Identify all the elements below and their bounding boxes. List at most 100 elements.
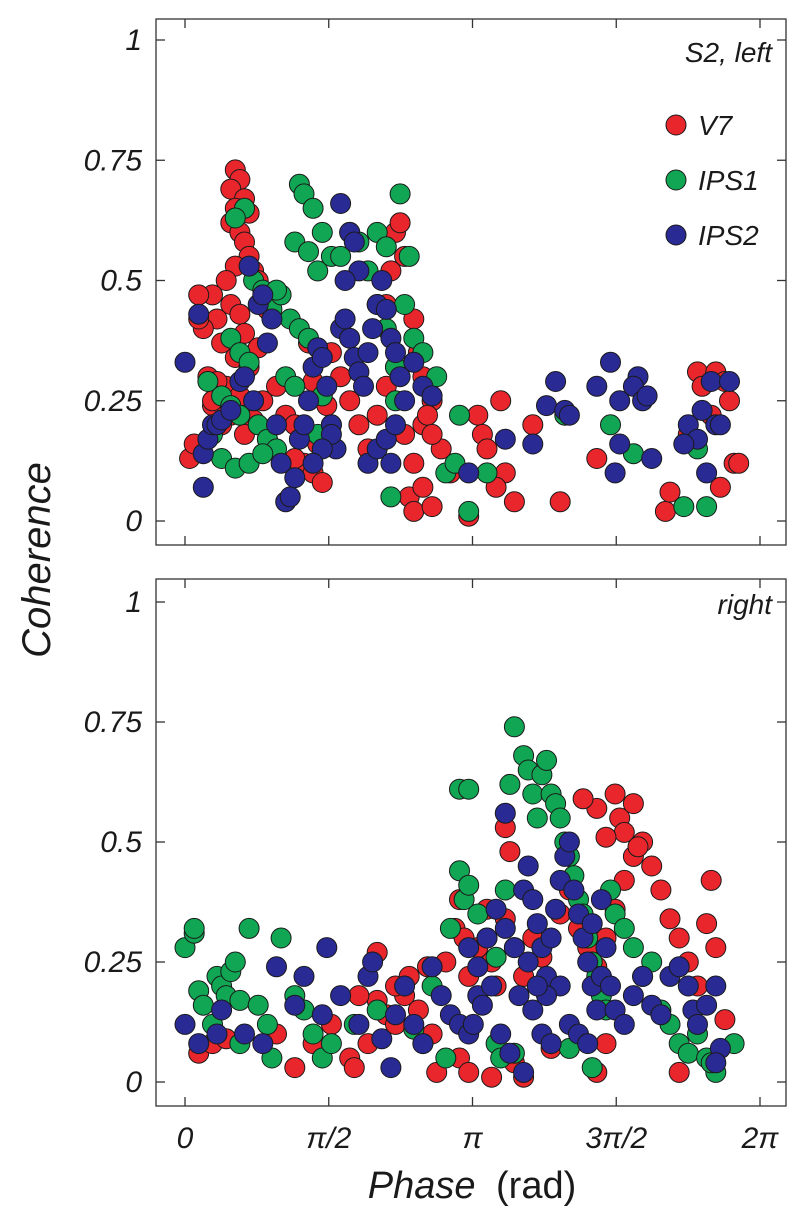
point-ips2	[526, 913, 548, 935]
point-ips2	[311, 347, 333, 368]
point-ips2	[545, 898, 567, 920]
point-v7	[348, 414, 370, 436]
point-ips2	[188, 1033, 210, 1055]
point-ips1	[435, 1047, 457, 1069]
point-ips1	[375, 236, 397, 258]
point-ips2	[668, 956, 690, 978]
panel-points-left	[174, 159, 750, 527]
point-ips2	[613, 1013, 635, 1035]
point-ips2	[430, 985, 452, 1007]
point-v7	[389, 212, 411, 234]
point-ips1	[485, 946, 507, 968]
point-v7	[284, 1057, 306, 1079]
point-ips1	[458, 778, 480, 800]
point-ips2	[696, 994, 718, 1016]
point-v7	[490, 390, 512, 412]
point-ips2	[673, 433, 695, 455]
point-ips1	[389, 183, 411, 205]
point-ips2	[279, 486, 301, 508]
y-tick-label: 1	[125, 586, 142, 619]
point-ips1	[252, 443, 274, 465]
point-ips2	[174, 1013, 196, 1035]
point-ips1	[503, 716, 525, 738]
point-ips2	[485, 898, 507, 920]
point-ips2	[362, 951, 384, 973]
point-ips2	[458, 937, 480, 959]
point-ips2	[330, 193, 352, 214]
point-ips2	[220, 399, 242, 421]
point-v7	[659, 481, 681, 503]
x-tick-label: 3π/2	[585, 1122, 647, 1155]
point-v7	[458, 1061, 480, 1083]
point-ips2	[595, 937, 617, 959]
point-ips1	[622, 937, 644, 959]
point-ips2	[334, 270, 356, 291]
point-ips1	[183, 917, 205, 939]
legend-marker-ips1	[665, 169, 687, 191]
point-ips2	[609, 390, 631, 412]
point-ips2	[206, 1023, 228, 1045]
point-ips1	[581, 1057, 603, 1079]
point-ips1	[458, 500, 480, 522]
point-ips2	[471, 994, 493, 1016]
point-v7	[595, 826, 617, 848]
svg-text:Phase (rad): Phase (rad)	[368, 1165, 577, 1207]
point-ips2	[526, 975, 548, 997]
point-v7	[348, 985, 370, 1007]
point-ips2	[311, 1004, 333, 1026]
point-ips2	[481, 975, 503, 997]
x-axis-title-main: Phase	[368, 1165, 476, 1207]
point-ips2	[403, 351, 425, 373]
point-ips2	[458, 462, 480, 484]
point-v7	[366, 404, 388, 426]
point-ips1	[229, 989, 251, 1011]
point-v7	[215, 270, 237, 291]
point-ips2	[389, 366, 411, 388]
point-ips1	[224, 951, 246, 973]
point-ips2	[380, 452, 402, 474]
point-ips1	[394, 294, 416, 315]
point-ips2	[316, 937, 338, 959]
point-ips2	[316, 375, 338, 397]
point-ips1	[526, 807, 548, 829]
x-tick-label: 2π	[741, 1122, 780, 1155]
bottom-panel-label: right	[718, 589, 774, 620]
point-ips1	[302, 1023, 324, 1045]
point-ips2	[243, 390, 265, 412]
y-tick-label: 0	[125, 1066, 142, 1099]
point-v7	[467, 404, 489, 426]
legend-label-ips2: IPS2	[698, 220, 759, 251]
ticks-layer: 0 0.25 0.5 0.75 1 0 0.25 0.5 0.75 1 0 π/2 π 3π/2 2π	[84, 19, 786, 1155]
point-ips2	[293, 965, 315, 987]
point-ips2	[403, 1013, 425, 1035]
point-v7	[627, 836, 649, 858]
point-v7	[728, 452, 750, 474]
point-v7	[668, 1061, 690, 1083]
point-v7	[622, 793, 644, 815]
point-ips1	[600, 414, 621, 436]
point-ips2	[343, 231, 365, 253]
point-ips2	[705, 1052, 727, 1074]
point-ips2	[513, 1061, 535, 1083]
point-ips2	[421, 956, 443, 978]
point-v7	[417, 404, 438, 426]
point-ips2	[371, 270, 393, 291]
point-v7	[705, 937, 727, 959]
point-ips2	[604, 462, 626, 484]
point-v7	[572, 788, 594, 810]
point-ips1	[467, 903, 489, 925]
y-tick-label: 0.75	[84, 144, 143, 177]
point-v7	[403, 500, 425, 522]
point-ips1	[677, 1042, 699, 1064]
point-v7	[696, 913, 718, 935]
point-v7	[522, 414, 544, 436]
point-v7	[654, 500, 676, 522]
point-ips2	[252, 1033, 274, 1055]
point-ips1	[380, 486, 402, 508]
point-ips2	[334, 308, 356, 330]
point-ips2	[261, 308, 283, 330]
point-ips2	[462, 1013, 484, 1035]
point-ips1	[224, 207, 246, 229]
point-v7	[650, 879, 672, 901]
